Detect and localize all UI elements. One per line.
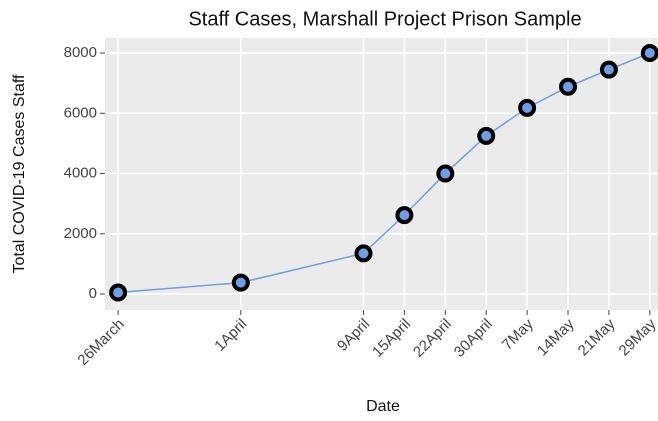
x-tick-label: 15April [369, 316, 414, 361]
point [395, 206, 414, 225]
y-tick-label: 6000 [64, 104, 97, 121]
x-tick-label: 30April [451, 316, 496, 361]
point [477, 126, 496, 145]
chart-title: Staff Cases, Marshall Project Prison Sam… [188, 8, 581, 30]
point [559, 77, 578, 96]
x-tick-label: 22April [410, 316, 455, 361]
line [118, 52, 651, 294]
x-tick-label: 29May [616, 315, 658, 359]
y-axis-title: Total COVID-19 Cases Staff [11, 74, 28, 273]
x-tick-label: 7May [499, 315, 537, 353]
point [109, 283, 128, 302]
x-tick-label: 26March [74, 316, 127, 369]
point [436, 164, 455, 183]
y-tick-label: 8000 [64, 44, 97, 61]
y-tick-label: 0 [89, 285, 97, 302]
y-tick-label: 4000 [64, 165, 97, 182]
point [231, 273, 250, 292]
x-tick-label: 21May [575, 315, 619, 359]
x-tick-label: 14May [534, 315, 578, 359]
x-tick-label: 9April [334, 316, 373, 355]
point [599, 60, 618, 79]
point [518, 98, 537, 117]
x-axis-title: Date [366, 398, 400, 415]
x-tick-label: 1April [211, 316, 250, 355]
point [640, 44, 658, 63]
y-tick-label: 2000 [64, 225, 97, 242]
point [354, 244, 373, 263]
